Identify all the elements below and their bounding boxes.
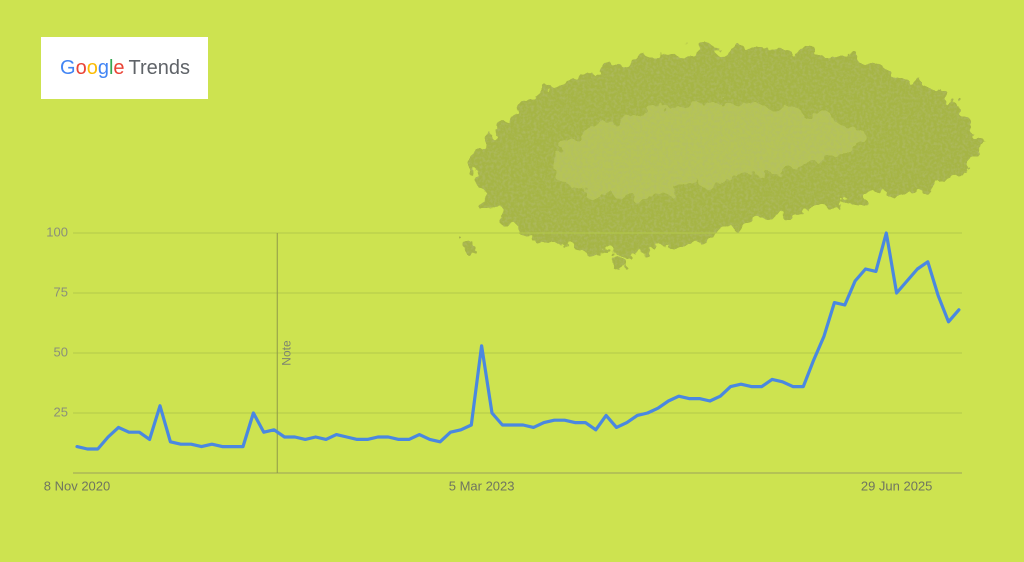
logo-product: Trends [129,57,191,79]
logo-letter: e [113,57,124,79]
y-tick-label: 75 [54,284,68,299]
line [75,231,961,451]
logo: Google Trends [60,57,190,79]
logo-letter: o [76,57,87,79]
annotation: Note [279,340,293,366]
logo-letter: G [60,57,76,79]
logo-letter: l [109,57,113,79]
logo-letter: o [87,57,98,79]
logo-letter: g [98,57,109,79]
logo-box [41,37,208,99]
matcha-powder [462,47,979,269]
x-tick-label: 8 Nov 2020 [44,478,111,493]
logo-brand: Google [60,57,125,79]
y-tick-label: 100 [46,224,68,239]
y-tick-label: 25 [54,404,68,419]
y-tick-label: 50 [54,344,68,359]
x-tick-label: 29 Jun 2025 [861,478,933,493]
x-tick-label: 5 Mar 2023 [449,478,515,493]
